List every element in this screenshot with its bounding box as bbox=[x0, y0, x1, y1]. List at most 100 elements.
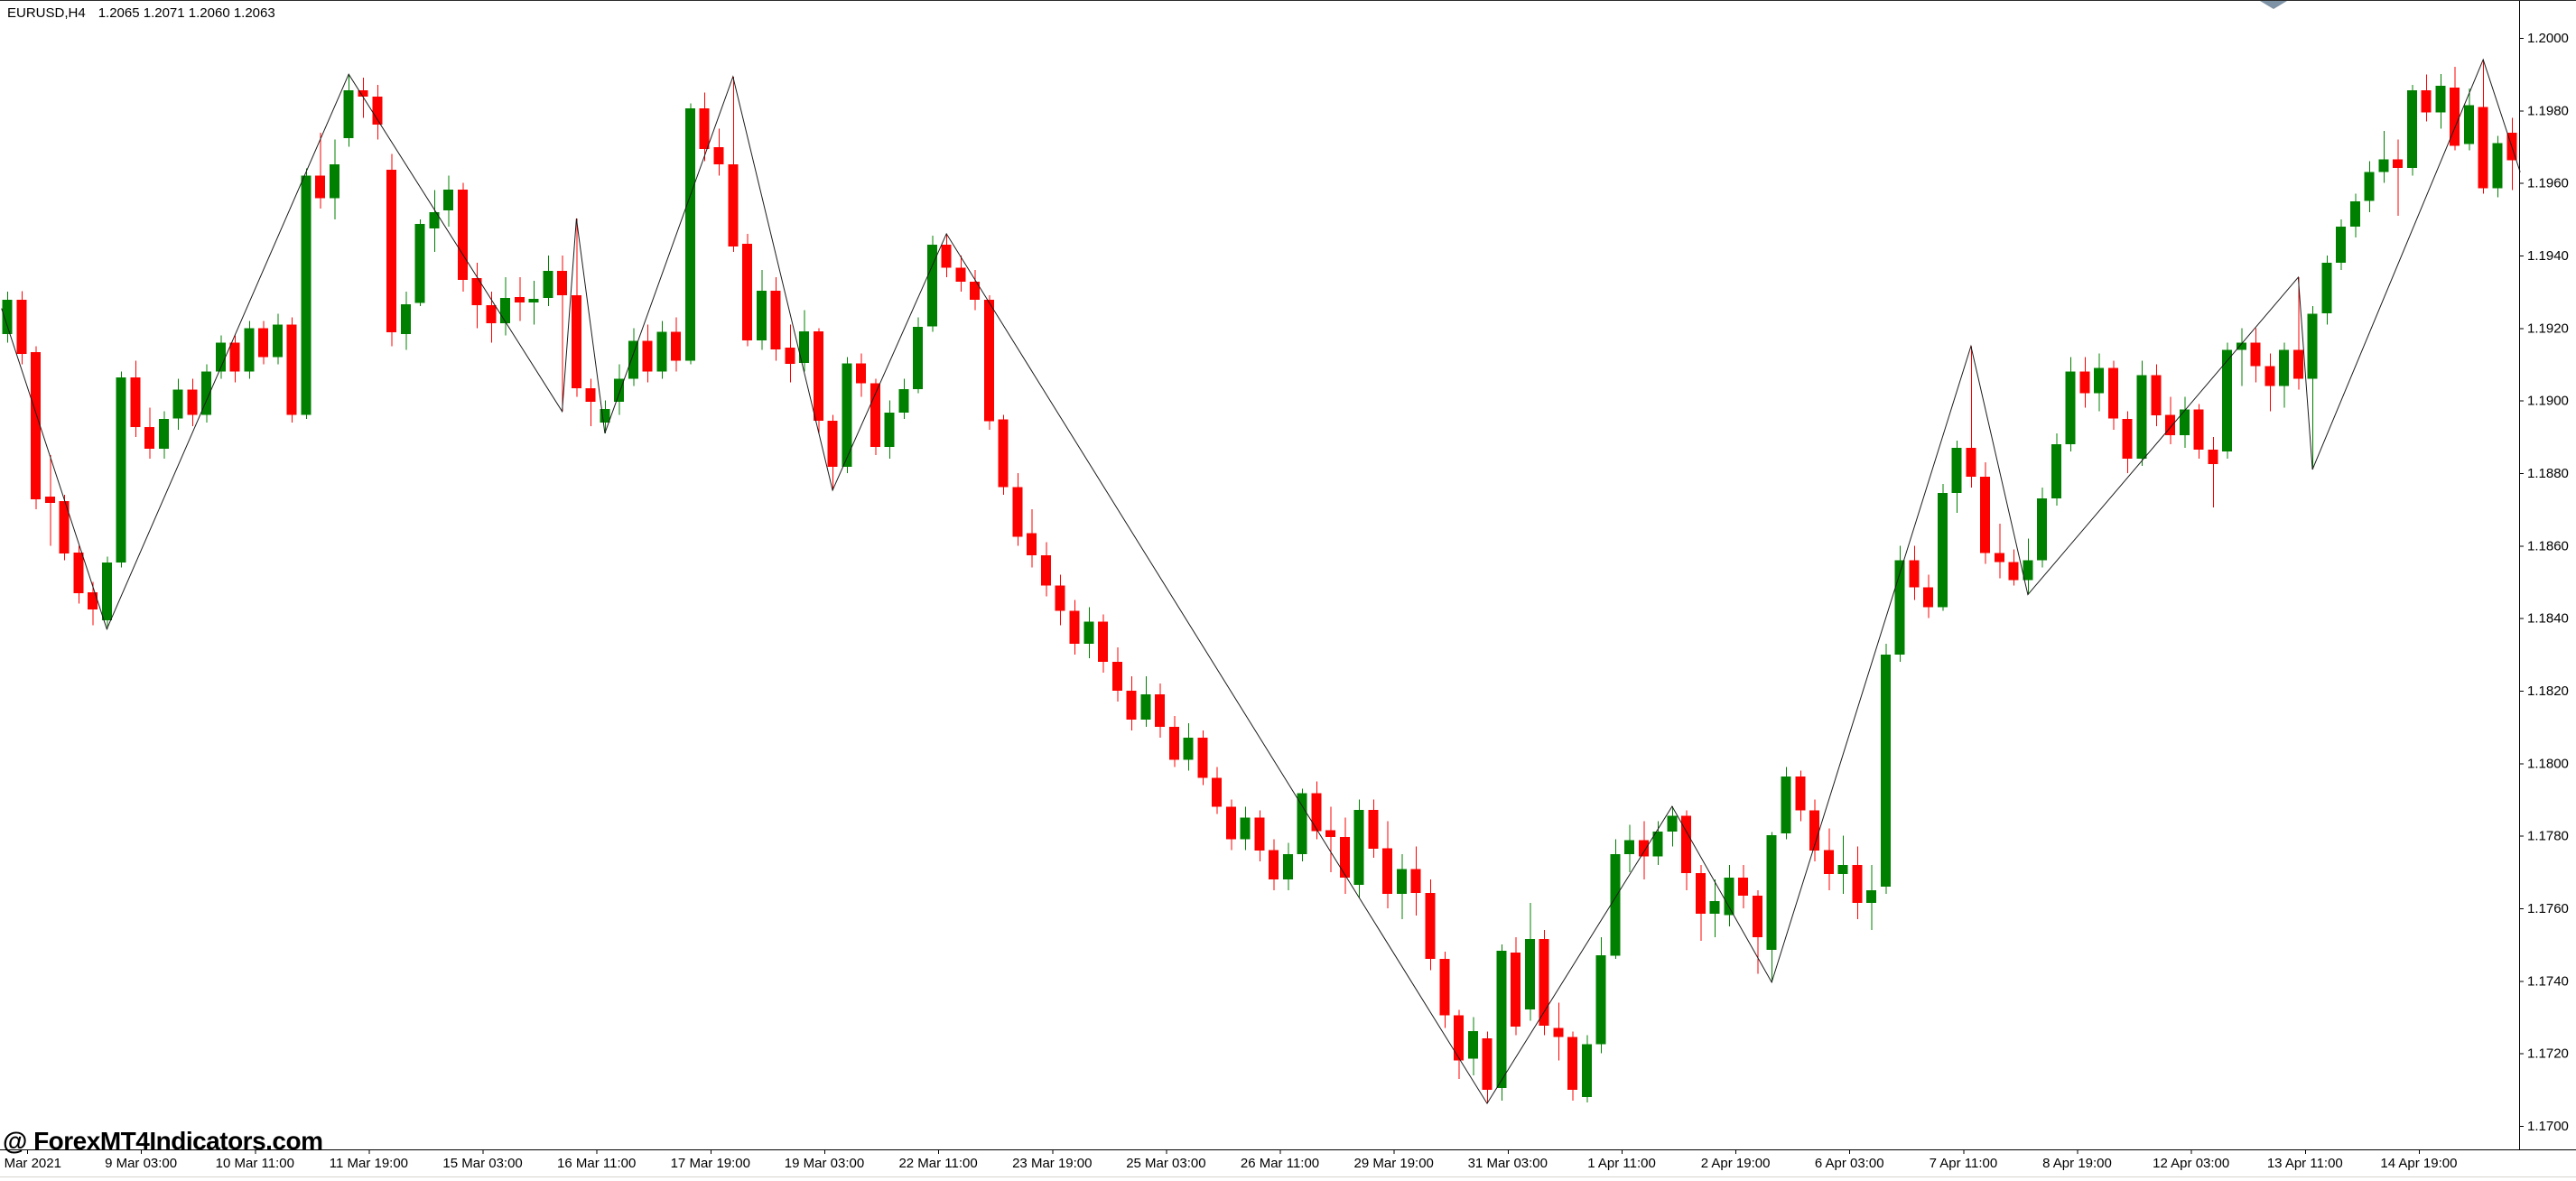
candle bbox=[1212, 777, 1223, 807]
candle bbox=[699, 107, 710, 149]
candle bbox=[2435, 86, 2446, 113]
axes-layer bbox=[0, 0, 2576, 1150]
time-axis[interactable]: 5 Mar 2021 9 Mar 03:00 10 Mar 11:00 11 Mar … bbox=[0, 1149, 2457, 1171]
time-axis-label: 12 Apr 03:00 bbox=[2153, 1156, 2229, 1171]
price-axis-label: 1.1720 bbox=[2527, 1046, 2569, 1062]
candle bbox=[1325, 830, 1336, 837]
candle bbox=[1837, 864, 1848, 874]
candle bbox=[1098, 621, 1108, 662]
candle bbox=[842, 363, 852, 468]
candle bbox=[1909, 560, 1920, 588]
candle bbox=[1297, 793, 1307, 854]
candle bbox=[2136, 375, 2147, 459]
price-axis-label: 1.1880 bbox=[2527, 466, 2569, 481]
candle bbox=[201, 371, 212, 415]
time-axis-label: 5 Mar 2021 bbox=[0, 1156, 61, 1171]
candle bbox=[1111, 661, 1122, 691]
candle bbox=[1667, 815, 1678, 832]
candle bbox=[44, 497, 55, 503]
candle bbox=[2037, 498, 2048, 561]
price-axis-label: 1.1920 bbox=[2527, 321, 2569, 336]
candle bbox=[1140, 694, 1151, 721]
candle bbox=[1397, 869, 1407, 894]
candle bbox=[2065, 371, 2076, 444]
candle bbox=[2108, 367, 2118, 419]
candle bbox=[272, 324, 283, 358]
candle bbox=[1069, 610, 1080, 644]
candle bbox=[144, 427, 155, 450]
candle bbox=[443, 189, 454, 210]
zigzag-indicator-line bbox=[1, 58, 2521, 1105]
candle bbox=[1482, 1037, 1493, 1090]
candle bbox=[1126, 691, 1137, 721]
candle bbox=[1012, 487, 1023, 537]
candle bbox=[983, 300, 994, 422]
chart-title: EURUSD,H4 1.2065 1.2071 1.2060 1.2063 bbox=[7, 5, 275, 21]
candle bbox=[400, 303, 411, 335]
window-bottom-border bbox=[0, 1176, 2576, 1177]
candle bbox=[1781, 776, 1791, 833]
candle bbox=[158, 418, 169, 450]
candle bbox=[2179, 409, 2190, 435]
candle bbox=[557, 270, 568, 296]
candle bbox=[1254, 817, 1265, 851]
candle bbox=[2236, 342, 2246, 350]
candle bbox=[1524, 939, 1535, 1009]
candle bbox=[172, 389, 183, 419]
candle bbox=[1823, 850, 1834, 874]
candle bbox=[372, 97, 383, 125]
candle bbox=[2307, 313, 2318, 379]
candle bbox=[1368, 809, 1379, 849]
candle bbox=[2051, 443, 2061, 499]
candle bbox=[486, 305, 497, 324]
candle bbox=[286, 324, 297, 415]
candle bbox=[1638, 840, 1649, 857]
candle bbox=[16, 300, 27, 354]
candle bbox=[116, 377, 126, 563]
candle bbox=[827, 421, 838, 468]
time-axis-label: 8 Apr 19:00 bbox=[2042, 1156, 2112, 1171]
time-axis-label: 29 Mar 19:00 bbox=[1354, 1156, 1434, 1171]
candle bbox=[1454, 1015, 1464, 1061]
candle bbox=[1027, 533, 1037, 555]
candle bbox=[1410, 869, 1421, 894]
candles-layer bbox=[2, 60, 2517, 1104]
watermark-text: @ ForexMT4Indicators.com bbox=[3, 1127, 323, 1155]
candle bbox=[2393, 159, 2404, 168]
candle bbox=[2208, 449, 2218, 464]
candle bbox=[1652, 831, 1663, 857]
candle bbox=[1353, 809, 1364, 885]
price-axis[interactable]: 1.2000 1.1980 1.1960 1.1940 1.1920 1.1900 1.18… bbox=[2519, 31, 2569, 1134]
candle bbox=[244, 328, 255, 372]
time-axis-label: 16 Mar 11:00 bbox=[557, 1156, 636, 1171]
candle bbox=[600, 408, 610, 423]
time-axis-label: 31 Mar 03:00 bbox=[1468, 1156, 1548, 1171]
candle bbox=[101, 563, 112, 621]
time-axis-label: 11 Mar 19:00 bbox=[330, 1156, 408, 1171]
candle bbox=[1055, 585, 1065, 611]
chart-shift-marker-icon[interactable] bbox=[2260, 1, 2287, 9]
candle bbox=[1282, 853, 1293, 879]
candle bbox=[2165, 414, 2175, 435]
candle bbox=[2250, 342, 2261, 367]
candle bbox=[2464, 105, 2474, 144]
price-axis-label: 1.2000 bbox=[2527, 31, 2569, 46]
candle bbox=[1240, 817, 1251, 840]
candle bbox=[1197, 738, 1208, 778]
candle bbox=[856, 363, 867, 384]
candle bbox=[258, 328, 269, 358]
time-axis-label: 26 Mar 11:00 bbox=[1241, 1156, 1319, 1171]
candle bbox=[2378, 159, 2389, 172]
candle bbox=[1923, 587, 1934, 608]
price-axis-label: 1.1900 bbox=[2527, 394, 2569, 409]
candle bbox=[343, 89, 354, 138]
candle bbox=[1852, 864, 1863, 903]
candle bbox=[386, 169, 396, 333]
candle bbox=[2450, 88, 2460, 146]
candle bbox=[514, 297, 525, 303]
time-axis-label: 10 Mar 11:00 bbox=[216, 1156, 294, 1171]
time-axis-label: 15 Mar 03:00 bbox=[442, 1156, 522, 1171]
candle bbox=[1155, 694, 1166, 728]
